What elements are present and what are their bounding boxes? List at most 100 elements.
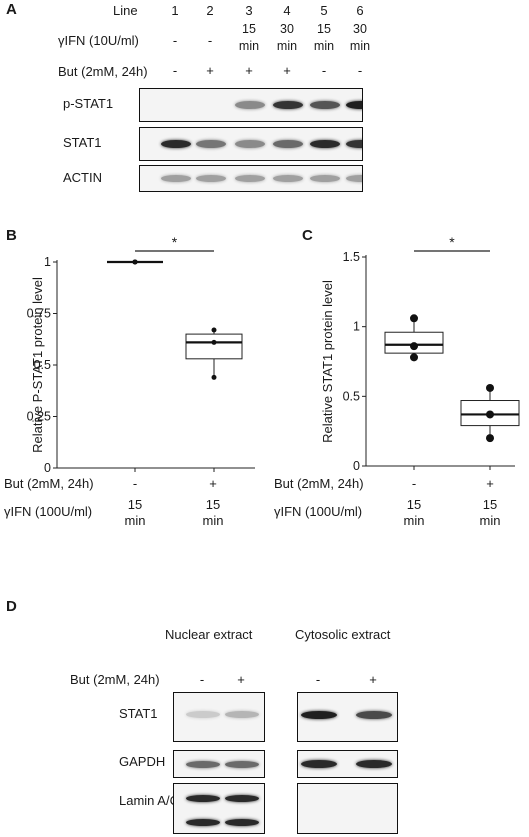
y-tick-label-2: 1 (353, 320, 360, 334)
but-value-a-2: + (206, 63, 214, 78)
but-value-a-3: + (245, 63, 253, 78)
but-value-a-6: - (357, 63, 363, 78)
ifn-value-b-1-num: 15 (127, 497, 143, 512)
blot-label-stat1: STAT1 (63, 135, 102, 150)
but-value-b-2: + (209, 476, 217, 491)
but-label-b: But (2mM, 24h) (4, 476, 94, 491)
ifn-value-b-2-num: 15 (205, 497, 221, 512)
significance-star: * (449, 234, 455, 250)
blot-dn-2-lower-band-2 (225, 818, 259, 826)
panel-b-letter: B (6, 227, 17, 244)
point-2-2 (211, 339, 217, 345)
but-label-a: But (2mM, 24h) (58, 64, 148, 79)
point-1-2 (410, 342, 418, 351)
blot-a-1-band-3 (235, 140, 265, 148)
nuclear-extract-title: Nuclear extract (165, 627, 253, 642)
blot-dc-1-band-1 (301, 760, 337, 768)
blot-label-actin: ACTIN (63, 170, 102, 185)
lane-number-4: 4 (283, 3, 291, 18)
blot-a-0-band-3 (235, 101, 265, 109)
blot-a-2-band-5 (310, 175, 340, 182)
cytosolic-stat1-blot (297, 692, 398, 742)
stat1-blot (139, 127, 363, 161)
panel-c-chart: 0 0.5 1 1.5 Relative STAT1 protein level * (320, 234, 520, 473)
point-2-1 (211, 374, 217, 380)
nuclear-gapdh-blot (173, 750, 265, 778)
blot-dn-2-lower-band-1 (186, 818, 220, 826)
ifn-value-c-1-num: 15 (406, 497, 422, 512)
nuclear-lamin-blot (173, 783, 265, 834)
significance-star: * (172, 234, 178, 250)
y-tick-label-2: 0.5 (34, 358, 51, 372)
ifn-value-a-4-unit: min (276, 39, 298, 53)
point-2-3 (211, 327, 217, 333)
ifn-value-a-3-unit: min (238, 39, 260, 53)
point-2-2 (486, 410, 494, 419)
blot-dn-1-band-2 (225, 760, 259, 768)
blot-a-2-band-1 (161, 175, 191, 182)
ifn-value-c-2-unit: min (479, 513, 501, 528)
line-label: Line (113, 3, 138, 18)
y-tick-label-3: 0.75 (27, 307, 51, 321)
box-2 (185, 333, 243, 360)
but-value-a-1: - (172, 63, 178, 78)
ifn-value-a-6-num: 30 (353, 22, 367, 36)
ifn-value-a-3-num: 15 (242, 22, 256, 36)
ifn-label-a: γIFN (10U/ml) (58, 33, 139, 48)
panel-d-letter: D (6, 598, 17, 615)
ifn-value-a-5-unit: min (313, 39, 335, 53)
blot-a-0-band-4 (273, 101, 303, 109)
y-tick-label-0: 0 (353, 459, 360, 473)
point-2-1 (486, 434, 494, 443)
pstat1-blot (139, 88, 363, 122)
but-value-a-4: + (283, 63, 291, 78)
but-value-d-nuc-1: - (199, 672, 205, 687)
ifn-label-b: γIFN (100U/ml) (4, 504, 93, 519)
but-value-d-cyt-2: + (369, 672, 377, 687)
ifn-label-c: γIFN (100U/ml) (274, 504, 363, 519)
point-2-3 (486, 383, 494, 392)
blot-a-1-band-5 (310, 140, 340, 148)
ifn-value-a-5-num: 15 (317, 22, 331, 36)
y-tick-label-3: 1.5 (343, 250, 360, 264)
blot-a-2-band-3 (235, 175, 265, 182)
actin-blot (139, 165, 363, 192)
blot-a-2-band-6 (346, 175, 362, 182)
panel-c-letter: C (302, 227, 313, 244)
but-label-d: But (2mM, 24h) (70, 672, 160, 687)
blot-a-2-band-4 (273, 175, 303, 182)
but-label-c: But (2mM, 24h) (274, 476, 364, 491)
but-value-a-5: - (321, 63, 327, 78)
but-value-d-cyt-1: - (315, 672, 321, 687)
blot-label-pstat1: p-STAT1 (63, 96, 114, 111)
blot-a-1-band-4 (273, 140, 303, 148)
blot-dn-2-band-1 (186, 795, 220, 803)
lane-number-6: 6 (356, 3, 364, 18)
point-1-3 (410, 314, 418, 323)
ifn-value-a-1: - (172, 33, 178, 48)
ifn-value-a-2: - (207, 33, 213, 48)
cytosolic-lamin-blot (297, 783, 398, 834)
panel-b-chart: 0 0.25 0.5 0.75 1 Relative P-STAT1 protein le… (27, 234, 255, 475)
but-value-b-1: - (132, 476, 138, 491)
blot-a-1-band-1 (161, 140, 191, 148)
blot-label-d-gapdh: GAPDH (119, 754, 166, 769)
y-tick-label-0: 0 (44, 461, 51, 475)
lane-number-3: 3 (245, 3, 253, 18)
y-axis-label: Relative STAT1 protein level (320, 280, 335, 443)
nuclear-stat1-blot (173, 692, 265, 742)
blot-dc-1-band-2 (356, 760, 392, 768)
but-value-c-2: + (486, 476, 494, 491)
blot-a-2-band-2 (196, 175, 226, 182)
blot-dn-2-band-2 (225, 795, 259, 803)
ifn-value-c-2-num: 15 (482, 497, 498, 512)
blot-label-d-stat1: STAT1 (119, 706, 158, 721)
point-1-3 (132, 259, 138, 265)
blot-dc-0-band-1 (301, 710, 337, 719)
y-tick-label-1: 0.25 (27, 410, 51, 424)
y-tick-label-4: 1 (44, 255, 51, 269)
ifn-value-c-1-unit: min (403, 513, 425, 528)
cytosolic-gapdh-blot (297, 750, 398, 778)
lane-number-1: 1 (171, 3, 179, 18)
cytosolic-extract-title: Cytosolic extract (295, 627, 391, 642)
